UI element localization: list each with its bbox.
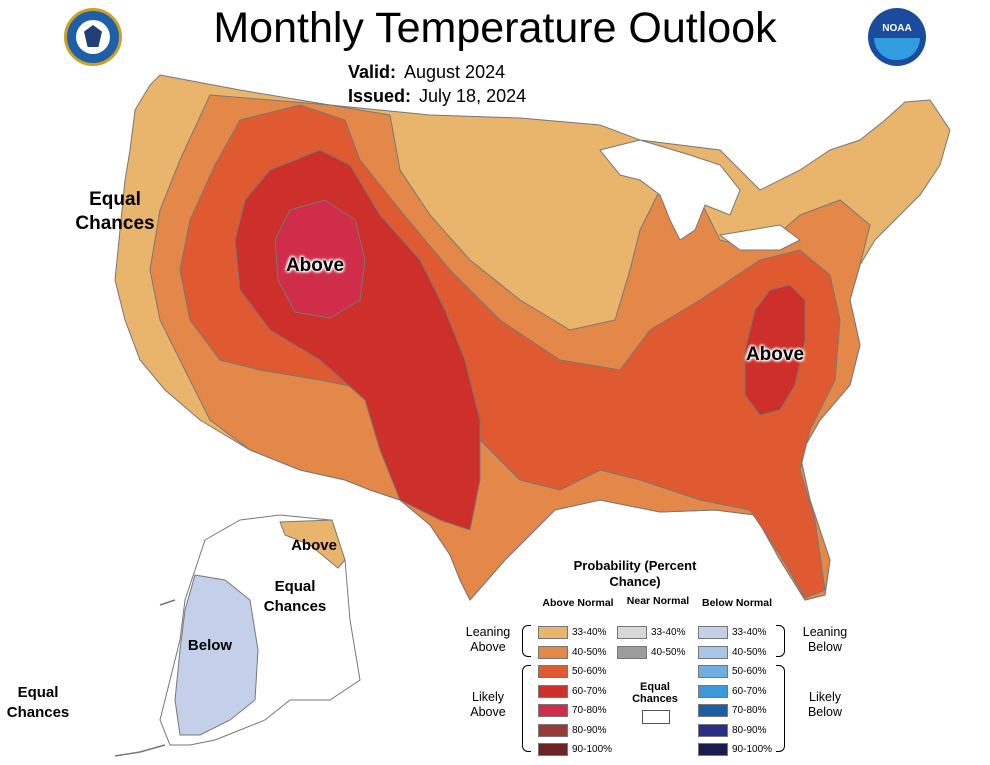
legend-swatch-label: 40-50%	[651, 646, 686, 658]
legend-swatch-below	[698, 684, 728, 698]
bracket-likely-above	[522, 665, 531, 752]
legend-swatch-below	[698, 645, 728, 659]
legend-swatch-above	[538, 684, 568, 698]
legend-swatch-near	[617, 645, 647, 659]
legend-swatch-below	[698, 743, 728, 756]
bracket-leaning-below	[776, 625, 785, 657]
label-equal-chances-west: Equal Chances	[75, 189, 155, 234]
label-equal-chances-sw: Equal Chances	[6, 684, 70, 721]
bracket-likely-below	[776, 665, 785, 752]
legend-equal-chances-swatch	[642, 710, 670, 724]
bracket-leaning-above	[522, 625, 531, 657]
alaska-below-region	[174, 574, 259, 736]
legend-swatch-label: 90-100%	[732, 744, 773, 755]
legend-swatch-above	[538, 704, 568, 717]
legend-swatch-near	[617, 626, 647, 639]
legend-swatch-label: 40-50%	[732, 646, 767, 658]
legend-leaning-above: Leaning Above	[465, 625, 511, 654]
label-alaska-above: Above	[291, 537, 337, 554]
issued-line: Issued: July 18, 2024	[348, 86, 527, 106]
label-alaska-below: Below	[187, 637, 233, 654]
legend-swatch-below	[698, 626, 728, 639]
label-above-west: Above	[285, 255, 345, 276]
legend-swatch-label: 70-80%	[572, 705, 607, 716]
legend-header-near: Near Normal	[626, 595, 690, 607]
legend-equal-chances: Equal Chances	[632, 681, 678, 705]
legend-swatch-label: 80-90%	[732, 724, 767, 736]
legend-swatch-label: 33-40%	[732, 627, 767, 638]
legend-title: Probability (Percent Chance)	[573, 558, 697, 589]
legend-swatch-label: 50-60%	[572, 666, 607, 677]
legend-swatch-above	[538, 723, 568, 737]
noaa-logo-icon: NOAA	[868, 8, 926, 66]
legend-header-below: Below Normal	[701, 597, 772, 609]
legend-swatch-label: 33-40%	[572, 627, 607, 638]
legend-swatch-label: 40-50%	[572, 646, 607, 658]
legend-swatch-label: 50-60%	[732, 666, 767, 677]
above-70-80-region	[274, 199, 366, 319]
legend-swatch-label: 60-70%	[732, 685, 767, 697]
legend-swatch-below	[698, 723, 728, 737]
label-above-east: Above	[745, 344, 805, 365]
legend-swatch-below	[698, 665, 728, 678]
legend-likely-below: Likely Below	[807, 690, 843, 719]
legend-swatch-label: 70-80%	[732, 705, 767, 716]
valid-line: Valid: August 2024	[348, 62, 506, 82]
legend-swatch-label: 60-70%	[572, 685, 607, 697]
legend-header-above: Above Normal	[542, 597, 614, 609]
great-lakes	[599, 139, 741, 241]
above-60-70-east-region	[744, 284, 806, 416]
legend-swatch-above	[538, 665, 568, 678]
legend-swatch-label: 90-100%	[572, 744, 613, 755]
page-title: Monthly Temperature Outlook	[213, 4, 777, 52]
legend-swatch-below	[698, 704, 728, 717]
legend-likely-above: Likely Above	[470, 690, 506, 719]
legend-swatch-label: 80-90%	[572, 724, 607, 736]
commerce-seal-icon	[64, 8, 122, 66]
legend-leaning-below: Leaning Below	[802, 625, 848, 654]
alaska-above-region	[279, 519, 346, 569]
label-alaska-equal: Equal Chances	[263, 578, 327, 615]
legend-swatch-above	[538, 645, 568, 659]
legend-swatch-label: 33-40%	[651, 627, 686, 638]
legend-swatch-above	[538, 743, 568, 756]
legend-swatch-above	[538, 626, 568, 639]
